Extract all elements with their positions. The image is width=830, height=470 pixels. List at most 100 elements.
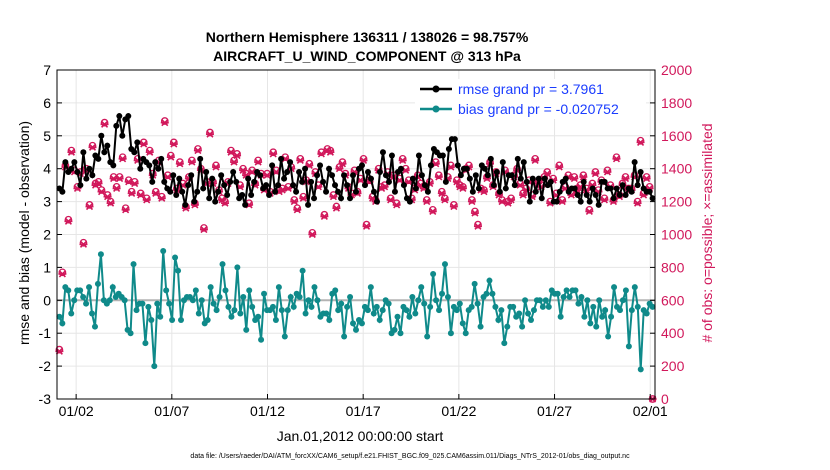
- bias-point: [391, 326, 398, 333]
- rmse-point: [203, 168, 210, 175]
- bias-point: [311, 284, 318, 291]
- bias-point: [169, 317, 176, 324]
- rmse-point: [284, 168, 291, 175]
- obs-assimilated-point: [151, 189, 160, 197]
- obs-assimilated-point: [585, 207, 594, 216]
- bias-point: [207, 284, 214, 291]
- bias-point: [213, 307, 220, 314]
- obs-assimilated-point: [230, 158, 239, 166]
- bias-point: [412, 310, 419, 317]
- obs-assimilated-point: [470, 209, 479, 217]
- obs-assimilated-point: [398, 156, 407, 165]
- bias-point: [409, 294, 416, 301]
- bias-point: [341, 333, 348, 340]
- obs-possible-point: [127, 187, 136, 196]
- obs-assimilated-point: [591, 170, 600, 178]
- rmse-point: [311, 195, 318, 202]
- rmse-point: [332, 182, 339, 189]
- y-tick-label: 3: [43, 194, 51, 210]
- obs-assimilated-point: [555, 163, 564, 171]
- obs-possible-point: [603, 166, 612, 175]
- bias-point: [314, 297, 321, 304]
- obs-assimilated-point: [112, 184, 121, 193]
- bias-point: [394, 313, 401, 320]
- bias-point: [89, 310, 96, 317]
- bias-point: [347, 294, 354, 301]
- bias-point: [335, 307, 342, 314]
- rmse-point: [152, 159, 159, 166]
- bias-point: [109, 284, 116, 291]
- obs-possible-point: [293, 204, 302, 213]
- obs-possible-point: [67, 146, 76, 155]
- rmse-point: [508, 172, 515, 179]
- rmse-point: [170, 172, 177, 179]
- bias-point: [436, 307, 443, 314]
- bias-point: [575, 300, 582, 307]
- bias-point: [154, 300, 161, 307]
- obs-possible-point: [212, 161, 220, 170]
- rmse-point: [388, 152, 395, 159]
- bias-point: [427, 303, 434, 310]
- y2-tick-label: 1400: [661, 161, 692, 177]
- obs-possible-point: [55, 345, 64, 354]
- obs-possible-point: [188, 156, 196, 165]
- obs-assimilated-point: [332, 204, 341, 212]
- obs-assimilated-point: [227, 148, 236, 156]
- bias-point: [77, 287, 84, 294]
- rmse-point: [218, 172, 225, 179]
- rmse-point: [649, 195, 656, 202]
- bias-point: [530, 307, 537, 314]
- bias-point: [447, 330, 454, 337]
- rmse-point: [553, 198, 560, 205]
- y-tick-label: -2: [39, 358, 52, 374]
- obs-assimilated-point: [64, 217, 73, 225]
- legend: rmse grand pr = 3.7961 bias grand pr = -…: [415, 79, 646, 119]
- rmse-point: [481, 165, 488, 172]
- y2-tick-label: 200: [661, 358, 685, 374]
- rmse-point: [577, 198, 584, 205]
- bias-point: [572, 287, 579, 294]
- rmse-point: [370, 188, 377, 195]
- rmse-point: [257, 172, 264, 179]
- bias-point: [284, 307, 291, 314]
- bias-point: [281, 333, 288, 340]
- obs-assimilated-point: [127, 189, 136, 197]
- obs-possible-point: [398, 154, 407, 163]
- obs-possible-point: [308, 229, 317, 237]
- bias-point: [178, 317, 185, 324]
- y-axis-label: rmse and bias (model - observation): [16, 121, 32, 345]
- obs-assimilated-point: [88, 143, 97, 151]
- obs-possible-point: [106, 197, 115, 206]
- y2-tick-label: 1600: [661, 128, 692, 144]
- legend-rmse-label: rmse grand pr = 3.7961: [458, 81, 604, 97]
- rmse-point: [242, 201, 249, 208]
- y-tick-label: 1: [43, 259, 51, 275]
- bias-point: [453, 307, 460, 314]
- obs-assimilated-point: [570, 175, 579, 183]
- obs-possible-point: [175, 158, 184, 166]
- obs-assimilated-point: [473, 222, 482, 230]
- obs-possible-point: [103, 191, 112, 199]
- rmse-point: [320, 178, 327, 185]
- obs-possible-point: [612, 153, 621, 162]
- rmse-point: [287, 159, 294, 166]
- rmse-point: [194, 188, 201, 195]
- obs-possible-point: [305, 159, 314, 168]
- rmse-point: [188, 172, 195, 179]
- obs-possible-point: [230, 156, 238, 165]
- rmse-point: [248, 192, 255, 199]
- bias-point: [495, 317, 502, 324]
- rmse-point: [215, 188, 222, 195]
- bias-point: [367, 284, 374, 291]
- obs-possible-point: [636, 136, 645, 145]
- obs-possible-point: [428, 205, 437, 214]
- bias-point: [269, 303, 276, 310]
- rmse-point: [176, 175, 183, 182]
- rmse-point: [155, 165, 162, 172]
- obs-possible-point: [157, 192, 166, 201]
- rmse-point: [499, 159, 506, 166]
- obs-possible-point: [97, 186, 106, 194]
- rmse-point: [116, 113, 123, 120]
- rmse-point: [209, 175, 216, 182]
